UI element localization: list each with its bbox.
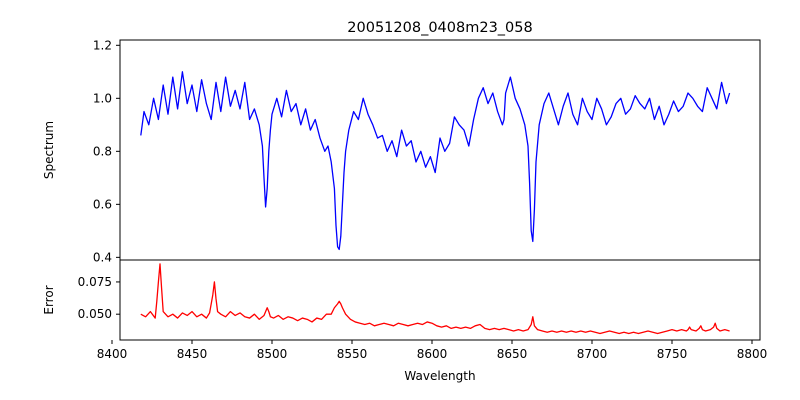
spectrum-plot-area [120, 40, 760, 260]
error-y-ticks: 0.050 0.075 [78, 275, 120, 321]
spectrum-y-tick-label: 0.8 [93, 144, 112, 158]
error-line-series [140, 263, 730, 335]
error-axes-frame [119, 259, 761, 341]
spectrum-y-tick-label: 1.2 [93, 38, 112, 52]
error-series-layer [140, 263, 730, 335]
x-tick-label: 8700 [577, 347, 608, 361]
spectrum-series-layer [140, 71, 731, 251]
x-tick-label: 8600 [417, 347, 448, 361]
spectrum-y-tick-label: 0.4 [93, 250, 112, 264]
error-y-axis-label: Error [42, 285, 56, 314]
spectrum-panel: 0.4 0.6 0.8 1.0 1.2 Spectrum [42, 38, 761, 264]
chart-title: 20051208_0408m23_058 [347, 20, 532, 36]
x-tick-label: 8800 [737, 347, 768, 361]
spectrum-y-axis-label: Spectrum [42, 121, 56, 179]
spectrum-y-tick-label: 1.0 [93, 91, 112, 105]
x-tick-label: 8450 [177, 347, 208, 361]
x-tick-label: 8750 [657, 347, 688, 361]
x-tick-label: 8400 [97, 347, 128, 361]
x-tick-label: 8550 [337, 347, 368, 361]
x-tick-label: 8500 [257, 347, 288, 361]
error-y-tick-label: 0.075 [78, 275, 112, 289]
x-tick-label: 8650 [497, 347, 528, 361]
spectrum-y-ticks: 0.4 0.6 0.8 1.0 1.2 [93, 38, 120, 264]
spectrum-y-tick-label: 0.6 [93, 197, 112, 211]
x-axis-label: Wavelength [404, 369, 475, 383]
error-x-ticks: 8400 8450 8500 8550 8600 8650 8700 8750 8800 [97, 340, 768, 361]
error-y-tick-label: 0.050 [78, 307, 112, 321]
spectrum-line-series [140, 71, 731, 251]
